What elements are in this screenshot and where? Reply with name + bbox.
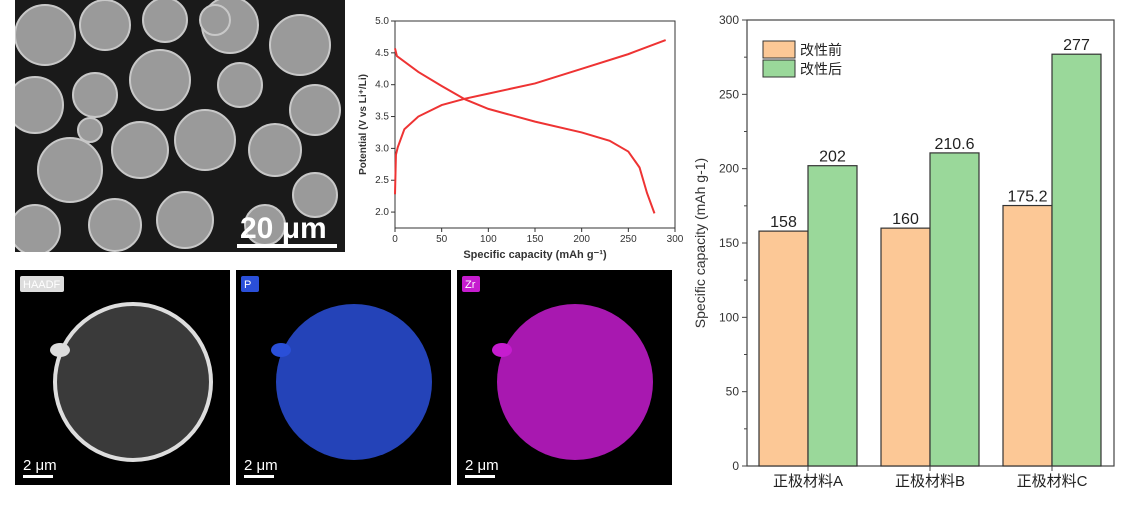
y-tick-label: 100 [719,310,739,324]
legend-swatch [762,40,796,59]
y-axis-label: Specific capacity (mAh g-1) [692,158,708,328]
y-tick-label: 0 [732,459,739,473]
eds-label: P [244,279,251,291]
eds-scale-label: 2 μm [23,457,57,474]
eds-scale-label: 2 μm [465,457,499,474]
y-tick-label: 4.5 [375,48,389,59]
legend-label: 改性前 [800,42,842,58]
y-axis-label: Potential (V vs Li⁺/Li) [358,74,369,175]
sem-image: 20 μm [15,0,345,252]
eds-map-p: P 2 μm [236,270,451,485]
particle [37,137,103,203]
x-tick-label: 250 [620,234,637,245]
y-tick-label: 2.5 [375,175,389,186]
legend-label: 改性后 [800,61,842,77]
eds-scale-label: 2 μm [244,457,278,474]
y-tick-label: 250 [719,87,739,101]
particle [79,0,131,51]
particle [156,191,214,249]
particle [174,109,236,171]
particle [248,123,302,177]
particle [88,198,142,252]
x-tick-label: 300 [667,234,684,245]
x-tick-label: 50 [436,234,448,245]
bar [929,152,980,467]
bar [807,165,858,467]
y-tick-label: 50 [726,385,740,399]
bar-value-label: 160 [892,211,919,228]
particle [15,76,64,134]
eds-label: HAADF [23,279,61,291]
bar [880,227,931,467]
particle [289,84,341,136]
particle [72,72,118,118]
bar-value-label: 210.6 [934,136,974,153]
eds-scale-bar [23,475,53,478]
legend-swatch [762,59,796,78]
eds-map-haadf: HAADF 2 μm [15,270,230,485]
y-tick-label: 4.0 [375,80,389,91]
sem-scale-label: 20 μm [240,212,327,245]
x-tick-label: 100 [480,234,497,245]
y-tick-label: 2.0 [375,207,389,218]
x-tick-label: 0 [392,234,398,245]
charge-curve [394,39,667,195]
eds-map-zr: Zr 2 μm [457,270,672,485]
particle [15,204,61,252]
charge-discharge-chart: 0 50 100 150 200 250 300 2.0 2.5 3.0 3.5 4.0 4.5 5.0 S… [358,16,684,261]
bar-value-label: 175.2 [1007,189,1047,206]
x-category-label: 正极材料B [895,473,965,490]
bar [1051,53,1102,467]
particle [142,0,188,43]
x-tick-label: 150 [527,234,544,245]
particle [217,62,263,108]
particle [199,4,231,36]
discharge-curve [394,48,656,214]
y-tick-label: 3.0 [375,143,389,154]
eds-scale-bar [244,475,274,478]
x-category-label: 正极材料C [1017,473,1088,490]
capacity-bar-chart: 0 50 100 150 200 250 300 Specific capacity (mAh… [692,13,1115,490]
eds-label: Zr [465,279,476,291]
bar-value-label: 277 [1063,37,1090,54]
bar-value-label: 202 [819,149,846,166]
y-tick-label: 3.5 [375,112,389,123]
particle [129,49,191,111]
y-tick-label: 150 [719,236,739,250]
particle [111,121,169,179]
bar [1002,204,1053,467]
particle [292,172,338,218]
particle [269,14,331,76]
particle [15,4,76,66]
particle [77,117,103,143]
bar-value-label: 158 [770,214,797,231]
eds-scale-bar [465,475,495,478]
y-tick-label: 300 [719,13,739,27]
bar [758,230,809,467]
sem-scale-bar [237,244,337,248]
y-tick-label: 5.0 [375,16,389,27]
y-tick-label: 200 [719,162,739,176]
x-tick-label: 200 [573,234,590,245]
x-category-label: 正极材料A [773,473,843,490]
x-axis-label: Specific capacity (mAh g⁻¹) [463,249,607,261]
